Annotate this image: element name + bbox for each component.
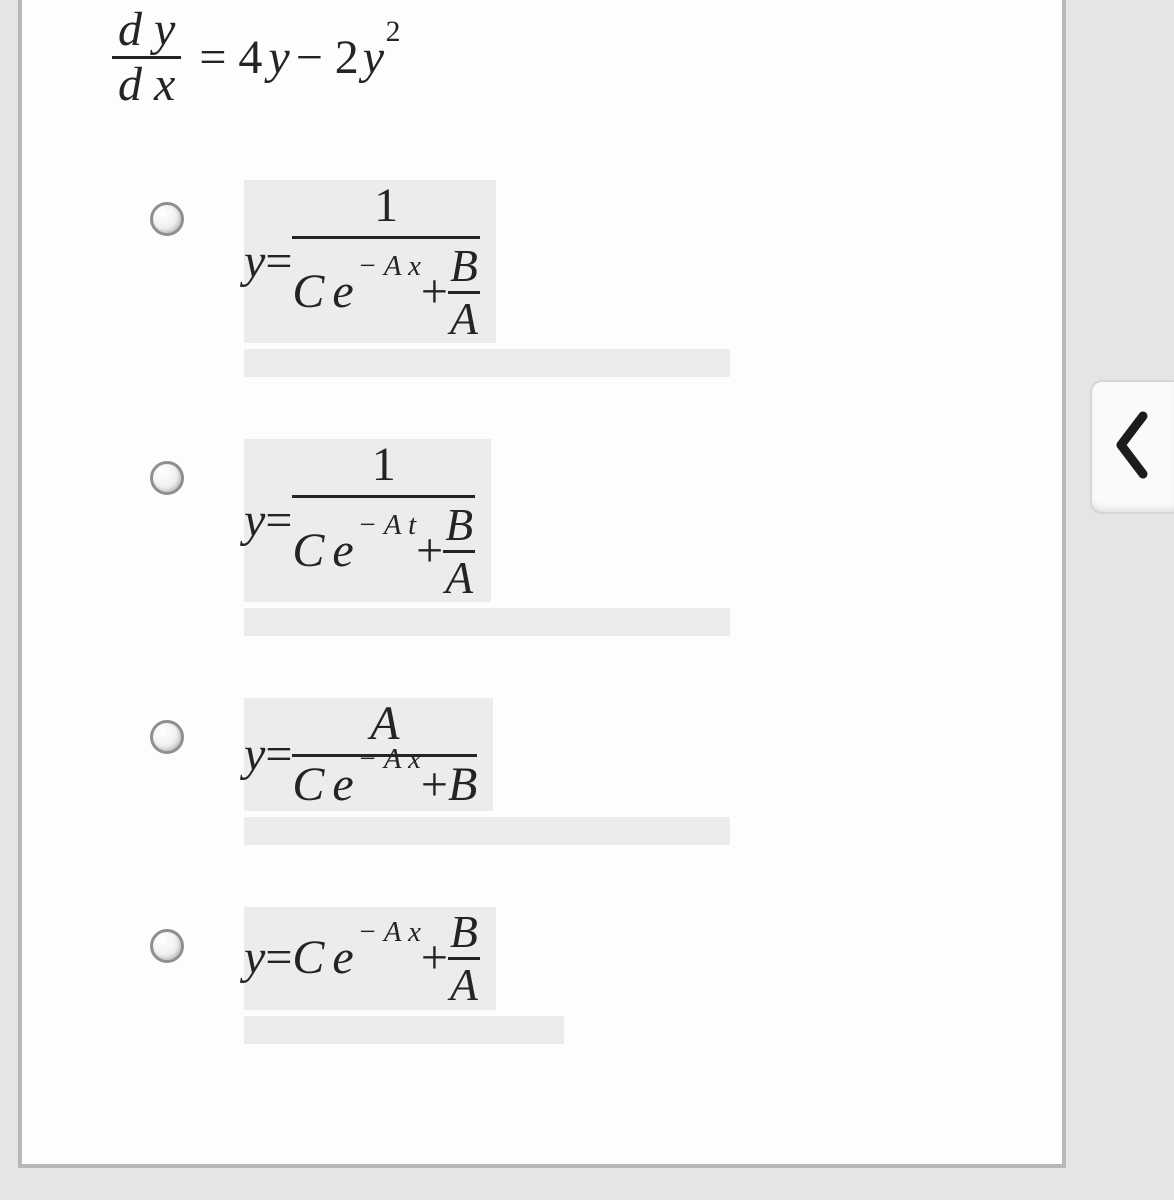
equals: =	[265, 934, 292, 982]
plus: +	[421, 268, 448, 316]
y-label: y	[244, 934, 265, 982]
plus: +	[416, 527, 443, 575]
plus: +	[421, 761, 448, 809]
option-1-equation: y = 1 C e − A x + B	[244, 180, 730, 377]
radio-icon[interactable]	[150, 202, 184, 236]
numerator-one: 1	[374, 182, 398, 236]
highlight-tail	[244, 1016, 564, 1044]
highlight-tail	[244, 608, 730, 636]
exp-neg-Ax: − A x	[358, 918, 421, 947]
exp-neg-Ax: − A x	[358, 745, 421, 774]
exp-neg-Ax: − A x	[358, 252, 421, 281]
option-4-equation: y = C e − A x + B A	[244, 907, 564, 1043]
B: B	[443, 502, 475, 550]
question-equation: d y d x = 4 y − 2 y 2	[112, 6, 400, 109]
equals: =	[265, 497, 292, 545]
y-label: y	[244, 731, 265, 779]
const-C: C	[292, 527, 324, 575]
equals: =	[265, 238, 292, 286]
options-list: y = 1 C e − A x + B	[150, 180, 730, 1044]
chevron-left-icon	[1111, 410, 1155, 485]
rhs-minus2: − 2	[296, 34, 359, 82]
option-3-equation: y = A C e − A x + B	[244, 698, 730, 845]
plus: +	[421, 934, 448, 982]
highlight-tail	[244, 349, 730, 377]
question-card: d y d x = 4 y − 2 y 2 y = 1	[18, 0, 1066, 1168]
rhs-4: = 4	[199, 34, 262, 82]
B: B	[448, 909, 480, 957]
exp-neg-At: − A t	[358, 511, 416, 540]
e: e	[332, 761, 353, 809]
radio-icon[interactable]	[150, 929, 184, 963]
radio-icon[interactable]	[150, 720, 184, 754]
e: e	[332, 527, 353, 575]
option-2-equation: y = 1 C e − A t + B	[244, 439, 730, 636]
prev-button[interactable]	[1090, 380, 1174, 514]
numerator-one: 1	[372, 441, 396, 495]
A: A	[443, 553, 475, 601]
dx: d x	[116, 59, 177, 109]
rhs-y2: y	[363, 34, 384, 82]
A: A	[448, 960, 480, 1008]
option-2[interactable]: y = 1 C e − A t + B	[150, 439, 730, 636]
y-label: y	[244, 497, 265, 545]
option-3[interactable]: y = A C e − A x + B	[150, 698, 730, 845]
A: A	[448, 294, 480, 342]
equals: =	[265, 731, 292, 779]
const-C: C	[292, 268, 324, 316]
const-C: C	[292, 934, 324, 982]
e: e	[332, 268, 353, 316]
const-C: C	[292, 761, 324, 809]
highlight-tail	[244, 817, 730, 845]
dy: d y	[112, 6, 181, 56]
e: e	[332, 934, 353, 982]
rhs-exp2: 2	[386, 17, 401, 47]
B: B	[448, 761, 477, 809]
option-4[interactable]: y = C e − A x + B A	[150, 907, 730, 1043]
B: B	[448, 243, 480, 291]
y-label: y	[244, 238, 265, 286]
option-1[interactable]: y = 1 C e − A x + B	[150, 180, 730, 377]
radio-icon[interactable]	[150, 461, 184, 495]
rhs-y1: y	[268, 34, 289, 82]
